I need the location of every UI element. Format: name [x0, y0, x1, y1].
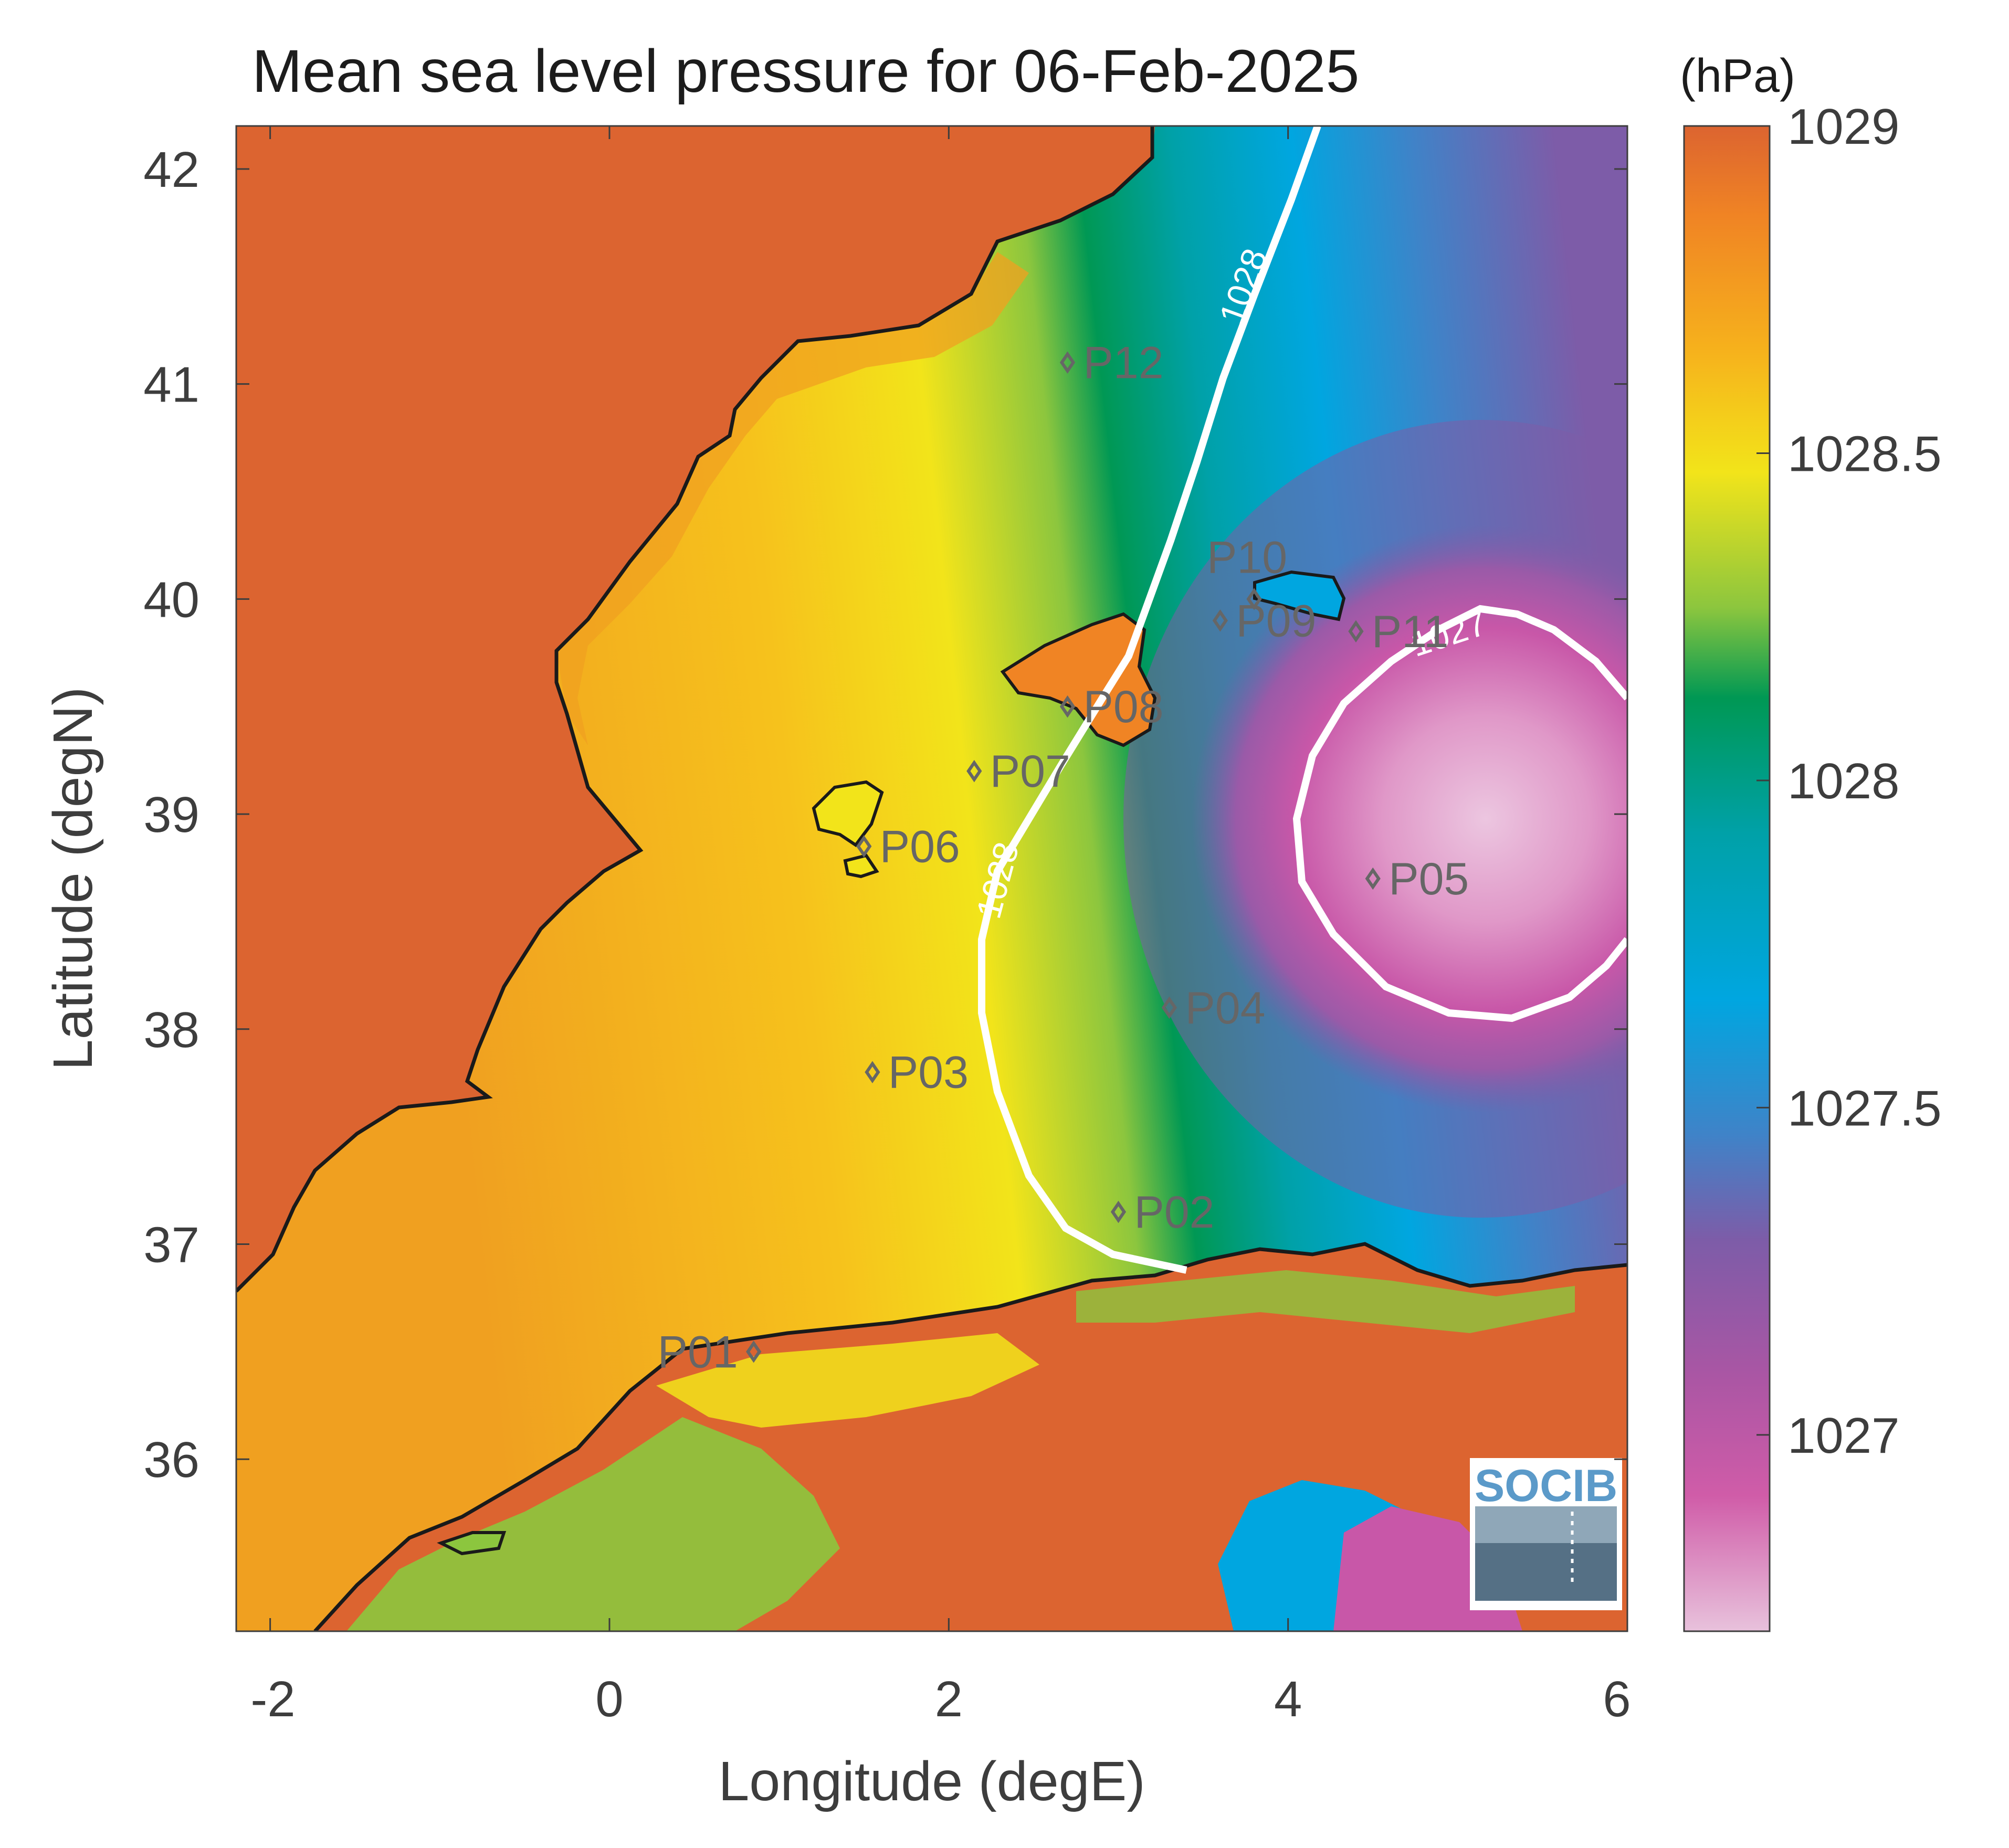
y-tick-label: 37: [143, 1217, 199, 1273]
station-marker: [1246, 588, 1262, 610]
station-label: P12: [1084, 338, 1164, 388]
map-title: Mean sea level pressure for 06-Feb-2025: [252, 38, 1359, 105]
ibiza-island: [812, 780, 884, 848]
colorbar-ticks: 1029 1028.5 1028 1027.5 1027: [1756, 99, 1942, 1464]
colorbar-tick-label: 1027: [1787, 1408, 1900, 1464]
mallorca-island: [1000, 612, 1157, 747]
station-label: P01: [658, 1327, 738, 1377]
y-tick-label: 39: [143, 787, 199, 843]
africa-green-patches: [346, 1417, 840, 1631]
x-tick-label: 4: [1274, 1671, 1302, 1727]
station-label: P02: [1134, 1187, 1214, 1238]
station-label: P07: [990, 746, 1070, 797]
x-tick-label: 0: [595, 1671, 623, 1727]
colorbar-unit: (hPa): [1680, 50, 1795, 102]
low-pressure-center: [1192, 525, 1627, 1113]
station-label: P10: [1207, 532, 1287, 583]
station-label: P04: [1185, 983, 1265, 1033]
colorbar-tick-label: 1029: [1787, 99, 1900, 155]
socib-logo: SOCIB: [1470, 1458, 1622, 1610]
iberia-land: [236, 126, 1155, 1291]
y-tick-label: 42: [143, 142, 199, 198]
station-marker: [1212, 609, 1228, 632]
plot-frame: [235, 125, 1628, 1632]
station-label: P09: [1236, 596, 1316, 646]
x-tick-label: -2: [250, 1671, 295, 1727]
station-label: P06: [880, 822, 960, 872]
y-axis-label: Latitude (degN): [42, 687, 104, 1071]
station-marker: [966, 759, 982, 783]
y-tick-label: 41: [143, 357, 199, 413]
africa-coastline: [313, 1242, 1627, 1631]
station-marker: [856, 835, 872, 858]
station-label: P05: [1389, 854, 1469, 904]
y-axis-ticks: 36 37 38 39 40 41 42: [143, 142, 1627, 1488]
colorbar-tick-label: 1028.5: [1787, 426, 1942, 482]
iberia-coastline: [236, 126, 1154, 1293]
station-marker: [1348, 620, 1364, 643]
station-label: P08: [1084, 682, 1164, 732]
station-markers: P01 P02 P03 P04 P05 P06 P07 P08 P09 P10 P11 P12: [658, 338, 1469, 1378]
station-label: P11: [1372, 607, 1449, 657]
africa-yellow-patches: [656, 1333, 1039, 1428]
station-label: P03: [888, 1048, 969, 1098]
alboran-island: [437, 1531, 507, 1556]
plot-area: 1028 1028 1027 P01P02P03P04P05P06P07P08P…: [236, 126, 1627, 1631]
isobar-1027: [1292, 605, 1627, 1022]
station-marker: [1161, 996, 1177, 1019]
station-marker: [1059, 695, 1076, 718]
y-tick-label: 36: [143, 1432, 199, 1488]
station-marker: [1365, 867, 1381, 890]
colorbar-tick-label: 1027.5: [1787, 1080, 1942, 1136]
formentera-island: [843, 853, 879, 879]
menorca-island: [1253, 570, 1346, 621]
africa-green-ridge: [1076, 1270, 1575, 1333]
colorbar-tick-label: 1028: [1787, 753, 1900, 809]
y-tick-label: 38: [143, 1002, 199, 1058]
x-tick-label: 6: [1603, 1671, 1631, 1727]
station-marker: [1059, 351, 1076, 374]
iberia-coastal-fringe: [556, 252, 1029, 745]
x-tick-label: 2: [935, 1671, 963, 1727]
station-marker: [746, 1340, 762, 1363]
colorbar: [1683, 125, 1771, 1632]
x-axis-ticks: -2 0 2 4 6: [250, 126, 1631, 1727]
socib-logo-text: SOCIB: [1475, 1461, 1617, 1511]
y-tick-label: 40: [143, 572, 199, 628]
station-marker: [1110, 1200, 1127, 1223]
isobar-1028: [978, 126, 1321, 1274]
x-axis-label: Longitude (degE): [718, 1750, 1145, 1812]
station-marker: [865, 1061, 880, 1084]
